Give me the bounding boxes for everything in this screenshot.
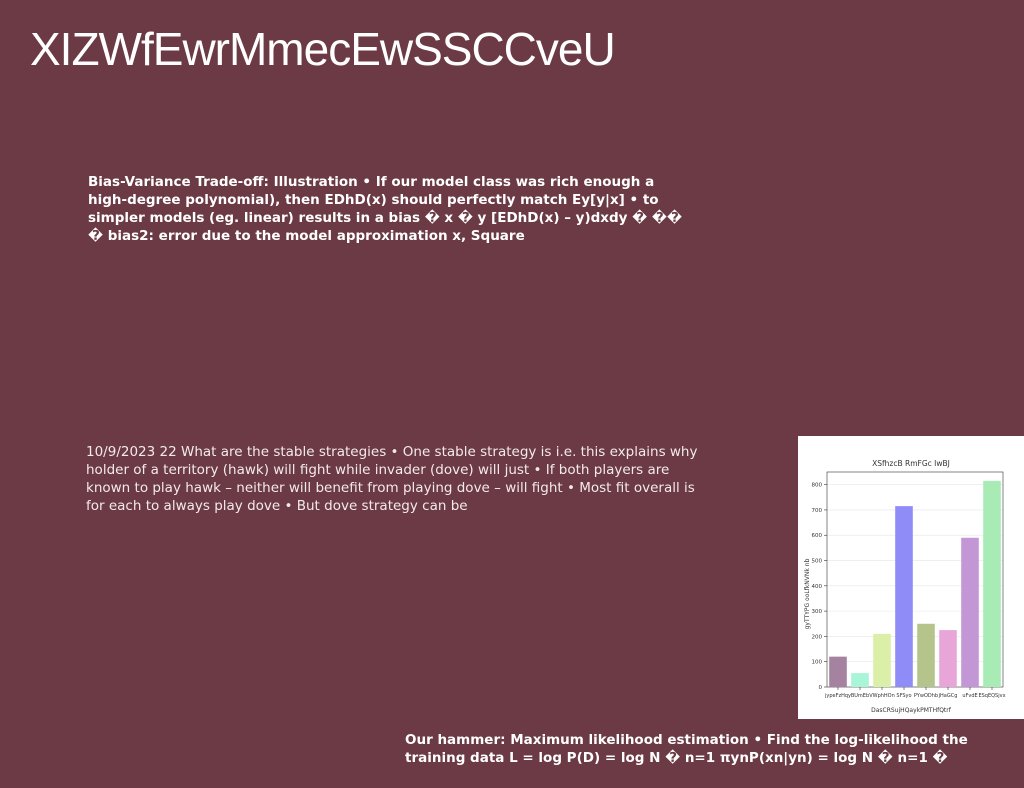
- chart-x-tick-label: VWphHOn: [869, 693, 895, 699]
- chart-title: XSfhzcB RmFGc IwBJ: [872, 459, 950, 468]
- chart-x-tick-label: SFSyo: [896, 693, 911, 699]
- bar-chart: XSfhzcB RmFGc IwBJ gyTTYPG ooLfkNVNk nb …: [798, 436, 1024, 719]
- chart-bar: [851, 673, 869, 687]
- chart-bar: [939, 630, 957, 687]
- chart-frame: [826, 471, 1004, 688]
- chart-y-tick-label: 200: [812, 634, 823, 640]
- bias-variance-paragraph: Bias-Variance Trade-off: Illustration • …: [88, 174, 682, 244]
- chart-y-tick-label: 500: [812, 559, 823, 565]
- chart-x-tick-label: BUmEb: [851, 693, 869, 699]
- chart-y-tick-label: 700: [812, 508, 823, 514]
- stable-strategies-paragraph: 10/9/2023 22 What are the stable strateg…: [86, 444, 698, 514]
- chart-x-axis-label: DasCRSujHQaykPMTHfQtrf: [871, 707, 952, 714]
- mle-paragraph: Our hammer: Maximum likelihood estimatio…: [405, 732, 968, 766]
- chart-x-tick-label: jypeFzHqy: [824, 693, 851, 699]
- chart-bar: [983, 480, 1001, 687]
- chart-y-tick-label: 800: [812, 483, 823, 489]
- chart-x-tick-label: PYwODhb: [914, 693, 938, 699]
- chart-y-tick-label: 300: [812, 609, 823, 615]
- chart-y-axis-label: gyTTYPG ooLfkNVNk nb: [804, 558, 811, 629]
- bar-chart-svg: XSfhzcB RmFGc IwBJ gyTTYPG ooLfkNVNk nb …: [804, 459, 1006, 714]
- chart-x-tick-label: uFvdE: [962, 693, 977, 699]
- chart-y-tick-label: 400: [812, 584, 823, 590]
- chart-y-tick-label: 600: [812, 533, 823, 539]
- chart-x-tick-label: ESqEQSjvx: [978, 693, 1005, 699]
- chart-bar: [961, 537, 979, 687]
- chart-bar: [917, 623, 935, 687]
- chart-bar: [873, 633, 891, 687]
- chart-y-tick-label: 0: [819, 685, 823, 691]
- chart-x-tick-label: jHaGCg: [938, 693, 958, 699]
- chart-bar: [895, 506, 913, 687]
- chart-bar: [829, 656, 847, 687]
- chart-y-tick-label: 100: [812, 660, 823, 666]
- slide-title: XIZWfEwrMmecEwSSCCveU: [30, 23, 616, 75]
